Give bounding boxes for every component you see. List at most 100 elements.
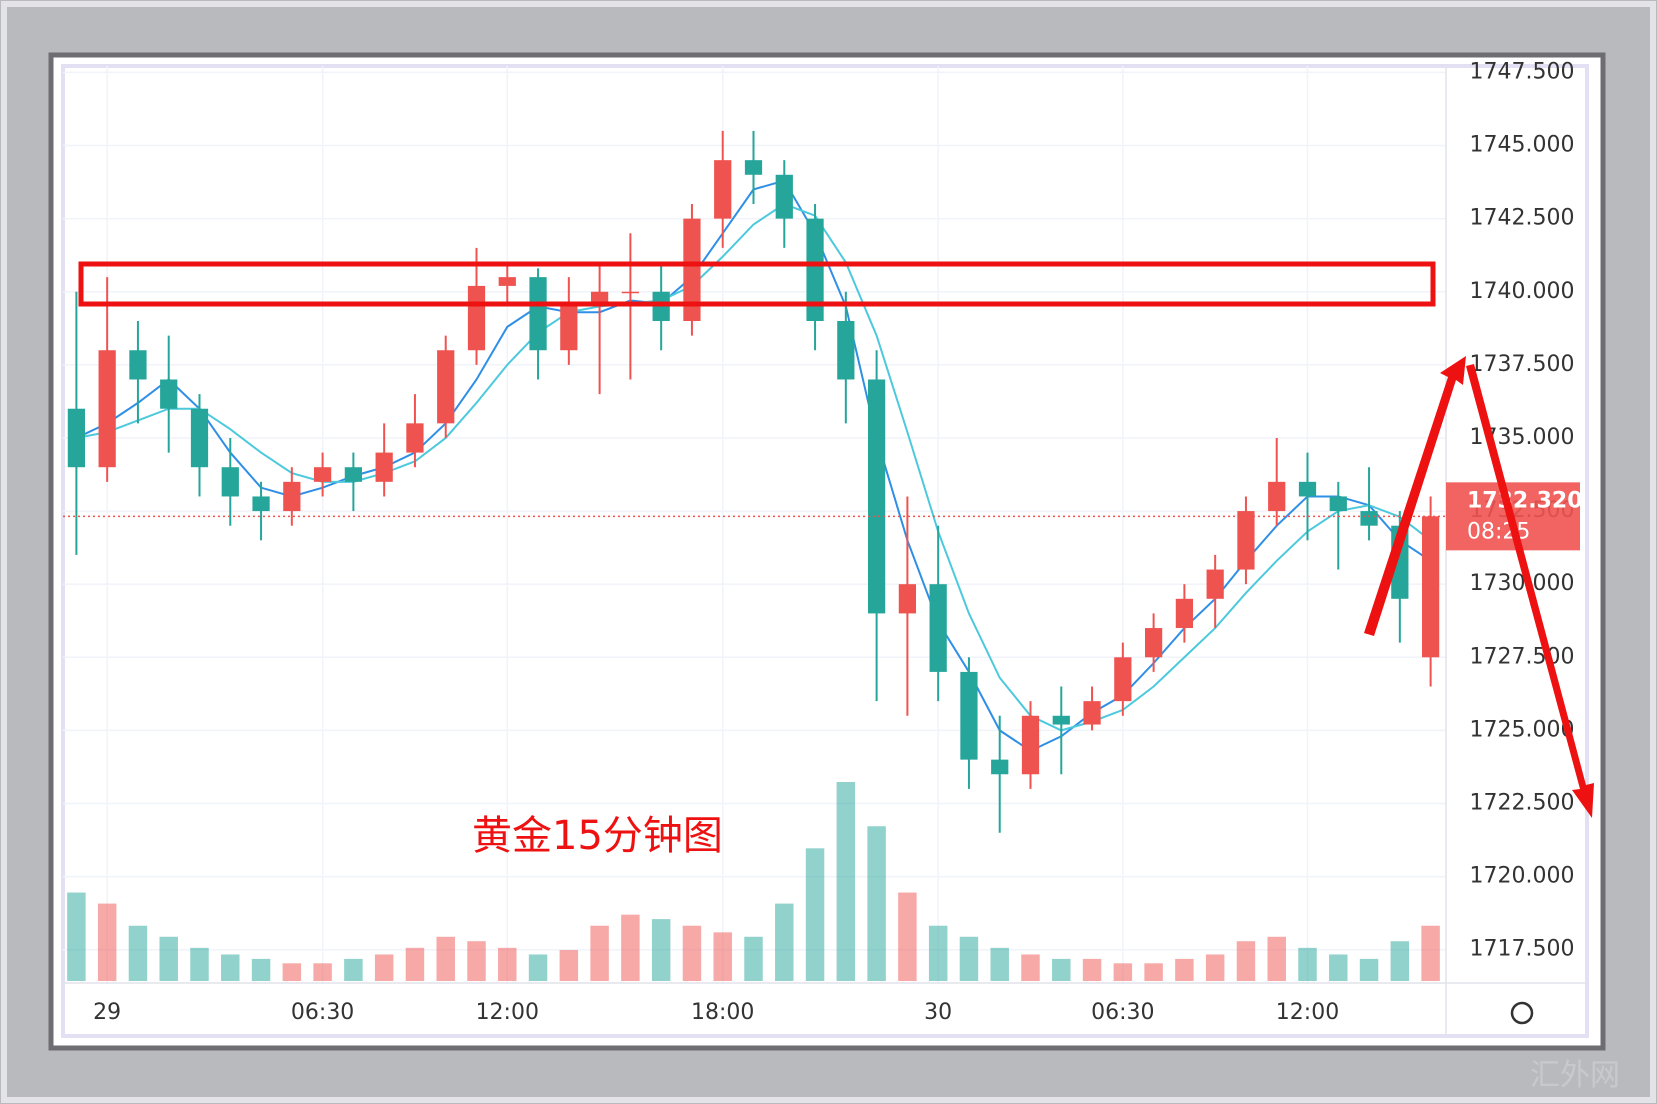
y-tick-label: 1720.000 [1470, 864, 1575, 889]
watermark: 汇外网 [1530, 1058, 1620, 1093]
candle-body [98, 350, 116, 468]
volume-bar [221, 954, 240, 981]
candle-body [1144, 628, 1163, 658]
candle-body [252, 496, 270, 512]
volume-bar [1359, 958, 1379, 981]
x-tick-label: 30 [924, 1000, 952, 1025]
y-tick-label: 1747.500 [1470, 59, 1575, 84]
candle-body [1298, 481, 1317, 497]
volume-bar [1144, 963, 1163, 981]
volume-bar [190, 947, 209, 981]
y-tick-label: 1722.500 [1470, 790, 1575, 815]
resistance-box [78, 261, 1436, 307]
volume-bar [651, 919, 671, 981]
candle-body [190, 408, 209, 468]
volume-bar [682, 925, 702, 981]
volume-bar [128, 925, 148, 981]
volume-bar [282, 963, 302, 981]
chart-frame [48, 52, 1606, 1051]
volume-bar [436, 936, 455, 981]
candle-body [837, 320, 855, 380]
candle-body [1114, 657, 1132, 702]
y-tick-label: 1717.500 [1470, 937, 1575, 962]
volume-bar [1021, 954, 1040, 981]
candle-body [1052, 715, 1070, 725]
volume-bar [313, 963, 332, 981]
volume-bar [1329, 954, 1348, 981]
volume-bar [374, 954, 394, 981]
volume-bar [713, 932, 732, 981]
y-tick-label: 1740.000 [1470, 279, 1575, 304]
moving-average [76, 202, 1432, 732]
y-tick-label: 1745.000 [1470, 133, 1575, 158]
volume-bar [744, 936, 763, 981]
candle-body [160, 379, 178, 409]
inner-border [61, 64, 1589, 1038]
x-tick-label: 12:00 [1276, 1000, 1339, 1025]
candle-body [67, 408, 86, 468]
candle-body [498, 277, 516, 286]
volume-bar [97, 903, 117, 981]
candle-body [1206, 569, 1224, 599]
candle-body [221, 467, 239, 497]
volume-bar [836, 782, 856, 981]
volume-bar [251, 958, 271, 981]
volume-bar [344, 958, 363, 981]
candle-body [129, 350, 147, 380]
x-tick-label: 12:00 [476, 1000, 539, 1025]
volume-bar [1113, 963, 1133, 981]
candle-body [1237, 511, 1255, 570]
gear[interactable] [1510, 1001, 1534, 1025]
volume-bar [1298, 947, 1317, 981]
settings-icon[interactable] [1510, 1001, 1534, 1025]
candle-body [1329, 496, 1347, 512]
candle-body [867, 379, 886, 614]
volume-bar [1236, 941, 1256, 981]
candle-body [375, 452, 393, 482]
candle-body [621, 291, 640, 294]
candle-body [806, 218, 824, 321]
volume-bar [405, 947, 425, 981]
volume-bar [1175, 958, 1194, 981]
x-tick-label: 06:30 [1091, 1000, 1154, 1025]
candle-body [1268, 481, 1286, 512]
last-price-label: 1732.320 [1467, 488, 1583, 513]
volume-bar [528, 954, 548, 981]
candle-body [1175, 598, 1194, 629]
candle-body [344, 467, 363, 482]
candle-body [744, 160, 763, 175]
volume-bar [990, 947, 1009, 981]
y-tick-label: 1727.500 [1470, 644, 1575, 669]
x-tick-label: 18:00 [691, 1000, 754, 1025]
volume-bar [805, 848, 825, 981]
volume-bar [559, 950, 579, 981]
candle-body [1360, 511, 1378, 526]
x-tick-label: 29 [93, 1000, 121, 1025]
y-tick-label: 1737.500 [1470, 352, 1575, 377]
candle-body [960, 671, 978, 760]
candle-body [406, 423, 424, 453]
candle-body [437, 350, 455, 424]
annotation: 黄金15分钟图 [472, 813, 723, 859]
volume-bar [590, 925, 609, 981]
y-tick-label: 1725.000 [1470, 717, 1575, 742]
volume-bar [159, 936, 178, 981]
volume-bar [959, 936, 979, 981]
volume-bar [928, 925, 948, 981]
volume-bar [621, 914, 640, 981]
volume-bar [898, 892, 917, 981]
candle-body [775, 174, 793, 219]
candle-body [714, 160, 732, 219]
candle-body [1421, 516, 1440, 658]
candle-body [467, 285, 486, 351]
volume-bar [467, 941, 486, 981]
down-arrow [1466, 364, 1594, 818]
candle-body [283, 481, 301, 512]
candle-body [898, 584, 917, 614]
candle-body [529, 277, 547, 351]
candle-body [1083, 701, 1101, 725]
y-tick-label: 1742.500 [1470, 206, 1575, 231]
y-tick-label: 1730.000 [1470, 571, 1575, 596]
volume-bar [498, 947, 517, 981]
